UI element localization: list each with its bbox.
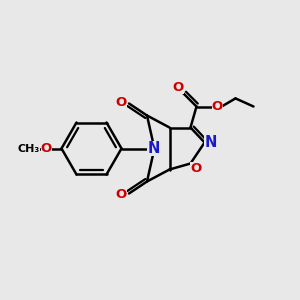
Text: CH₃: CH₃ xyxy=(17,143,40,154)
Text: N: N xyxy=(147,141,160,156)
Text: O: O xyxy=(173,81,184,94)
Text: O: O xyxy=(116,188,127,202)
Text: N: N xyxy=(204,135,217,150)
Text: O: O xyxy=(41,142,52,155)
Text: O: O xyxy=(212,100,223,113)
Text: O: O xyxy=(190,162,202,176)
Text: O: O xyxy=(116,95,127,109)
